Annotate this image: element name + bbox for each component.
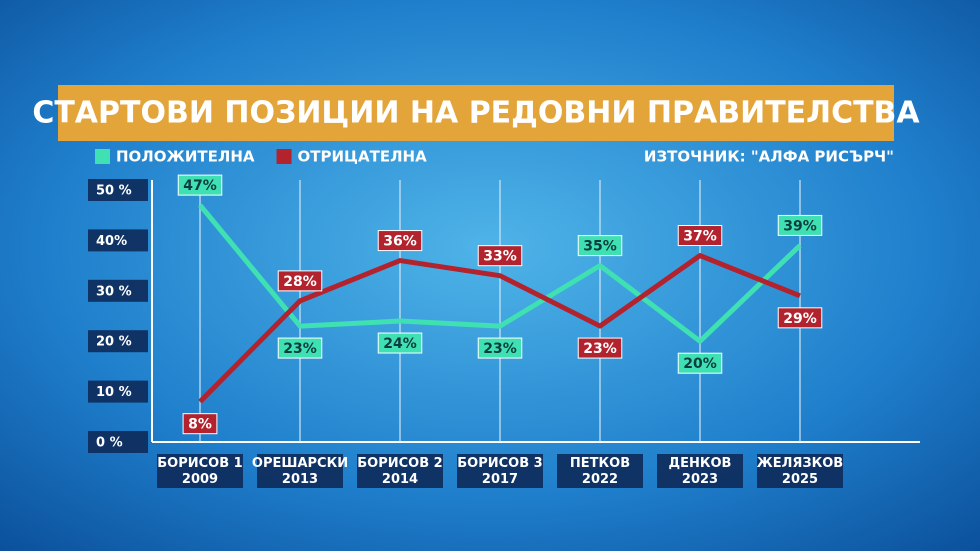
y-tick-label: 30 %	[96, 284, 132, 299]
x-tick-box	[757, 454, 843, 488]
legend-label: ПОЛОЖИТЕЛНА	[116, 148, 255, 166]
series-line	[198, 253, 801, 404]
value-label: 20%	[683, 356, 717, 372]
value-label: 39%	[783, 218, 817, 234]
source: ИЗТОЧНИК: "АЛФА РИСЪРЧ"	[644, 148, 894, 166]
y-tick-label: 40%	[96, 234, 127, 249]
value-label: 23%	[483, 341, 517, 357]
value-label: 29%	[783, 311, 817, 327]
y-tick-box	[88, 229, 148, 252]
legend-label: ОТРИЦАТЕЛНА	[298, 148, 428, 166]
x-tick-label: ПЕТКОВ 2022	[570, 456, 630, 487]
chart-title: СТАРТОВИ ПОЗИЦИИ НА РЕДОВНИ ПРАВИТЕЛСТВА	[32, 96, 920, 131]
value-label-box	[577, 337, 623, 359]
x-tick-label: БОРИСОВ 3 2017	[457, 456, 542, 487]
title-box	[58, 85, 894, 141]
value-label: 35%	[583, 239, 617, 255]
value-label: 23%	[583, 341, 617, 357]
x-tick-box	[157, 454, 243, 488]
value-label-box	[777, 214, 823, 236]
value-label: 8%	[188, 417, 212, 433]
value-label-box	[277, 270, 323, 292]
y-tick-label: 0 %	[96, 436, 123, 451]
value-label-box	[477, 337, 523, 359]
value-label-box	[177, 174, 223, 196]
value-label-box	[182, 413, 218, 435]
legend-swatch	[276, 149, 292, 164]
y-tick-box	[88, 431, 148, 453]
value-label-box	[277, 337, 323, 359]
value-label: 23%	[283, 341, 317, 357]
value-label: 37%	[683, 229, 717, 245]
x-tick-box	[357, 454, 443, 488]
x-tick-box	[257, 454, 343, 488]
value-label-box	[377, 230, 423, 252]
value-label-box	[377, 332, 423, 354]
value-label: 36%	[383, 234, 417, 250]
x-tick-label: БОРИСОВ 1 2009	[157, 456, 242, 487]
value-label-box	[477, 245, 523, 267]
series-line	[198, 203, 802, 344]
x-tick-label: БОРИСОВ 2 2014	[357, 456, 442, 487]
y-tick-label: 20 %	[96, 335, 132, 350]
value-label-box	[677, 352, 723, 374]
value-label-box	[577, 235, 623, 257]
x-tick-label: ДЕНКОВ 2023	[669, 456, 732, 487]
x-tick-label: ЖЕЛЯЗКОВ 2025	[757, 456, 843, 487]
y-tick-label: 50 %	[96, 184, 132, 199]
value-label: 28%	[283, 274, 317, 290]
x-tick-box	[557, 454, 643, 488]
y-tick-label: 10 %	[96, 385, 132, 400]
x-tick-label: ОРЕШАРСКИ 2013	[252, 456, 348, 487]
y-tick-box	[88, 380, 148, 403]
y-tick-box	[88, 279, 148, 302]
x-tick-box	[657, 454, 743, 488]
value-label: 24%	[383, 336, 417, 352]
value-label-box	[677, 225, 723, 247]
y-tick-box	[88, 179, 148, 201]
x-tick-box	[457, 454, 543, 488]
value-label-box	[777, 307, 823, 329]
value-label: 47%	[183, 178, 217, 194]
y-tick-box	[88, 330, 148, 353]
legend-swatch	[95, 149, 110, 164]
value-label: 33%	[483, 249, 517, 265]
